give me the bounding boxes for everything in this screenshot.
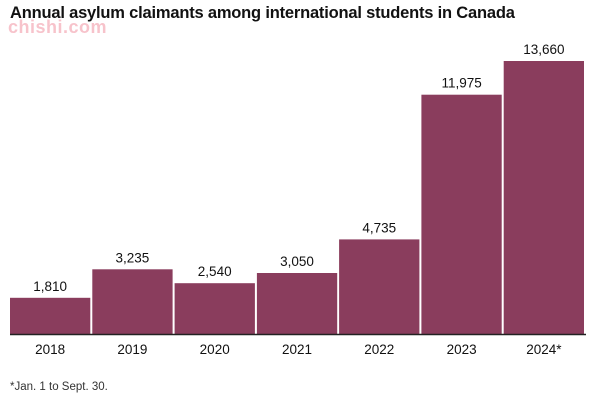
- bar-2020: [174, 283, 255, 334]
- value-label-2023: 11,975: [441, 76, 481, 91]
- x-tick-label-2023: 2023: [447, 342, 477, 357]
- bar-2021: [256, 273, 338, 334]
- tick-labels-layer: 2018 2019 2020 2021 2022 2023 2024*: [35, 342, 562, 357]
- chart-title: Annual asylum claimants among internatio…: [10, 4, 515, 22]
- x-tick-label-2020: 2020: [200, 342, 230, 357]
- value-label-2020: 2,540: [198, 264, 232, 279]
- value-label-2018: 1,810: [33, 279, 67, 294]
- bar-2022: [339, 239, 420, 334]
- value-label-2024: 13,660: [523, 42, 564, 57]
- value-label-2021: 3,050: [280, 254, 314, 269]
- bar-2023: [421, 94, 502, 334]
- x-tick-label-2024: 2024*: [526, 342, 562, 357]
- bar-2018: [10, 297, 91, 334]
- x-tick-label-2019: 2019: [117, 342, 147, 357]
- x-tick-label-2022: 2022: [364, 342, 394, 357]
- footnote: *Jan. 1 to Sept. 30.: [10, 381, 108, 393]
- value-label-2019: 3,235: [116, 250, 150, 265]
- value-labels-layer: 1,810 3,235 2,540 3,050 4,735 11,975 13,660: [33, 42, 564, 294]
- bar-2019: [92, 269, 173, 334]
- bar-2024: [503, 61, 584, 334]
- x-tick-label-2018: 2018: [35, 342, 65, 357]
- bars-layer: [10, 61, 584, 334]
- value-label-2022: 4,735: [362, 220, 396, 235]
- watermark-logo: chishi.com: [8, 17, 108, 37]
- x-tick-label-2021: 2021: [282, 342, 312, 357]
